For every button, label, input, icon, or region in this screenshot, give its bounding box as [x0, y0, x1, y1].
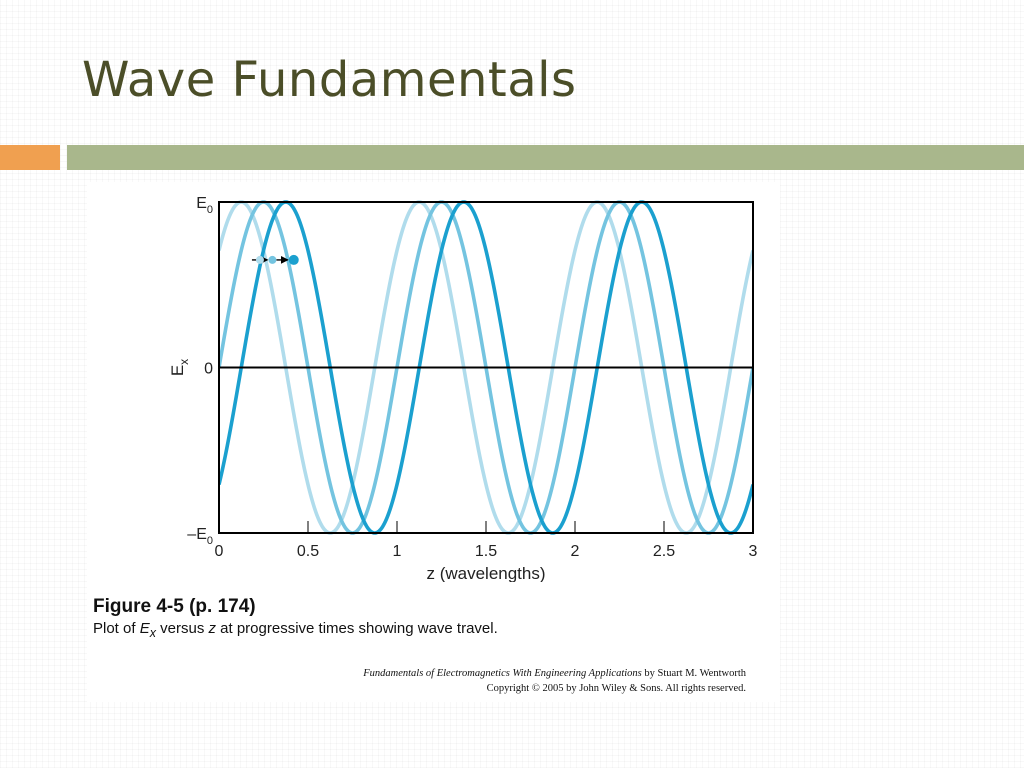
credit-author: by Stuart M. Wentworth [641, 668, 746, 679]
wave-series-1 [219, 200, 753, 535]
x-tick-label-0: 0 [215, 543, 224, 560]
accent-bar-orange [0, 145, 60, 170]
caption-e-sub: x [149, 626, 156, 640]
figure-panel: 0 0.5 1 1.5 2 2.5 3 E0 0 –E0 z (wavelengths) Ex Fig… [87, 182, 780, 702]
caption-e-symbol: E [139, 620, 150, 637]
wave-series-3 [219, 200, 753, 535]
travel-dot-1 [255, 255, 264, 264]
credit-book: Fundamentals of Electromagnetics With En… [363, 668, 642, 679]
y-tick-label-0: E0 [196, 195, 213, 216]
x-tick-label-6: 3 [749, 543, 758, 560]
x-tick-label-5: 2.5 [653, 543, 675, 560]
travel-dot-2 [268, 255, 277, 264]
caption-post: at progressive times showing wave travel… [215, 620, 498, 637]
y-tick-label-1: 0 [204, 361, 213, 378]
caption-pre: Plot of [93, 620, 140, 637]
travel-dot-3 [288, 254, 299, 265]
x-tick-label-2: 1 [393, 543, 402, 560]
y-tick-label-2: –E0 [187, 526, 213, 547]
y-axis-label: Ex [168, 359, 191, 376]
x-axis-label: z (wavelengths) [426, 564, 545, 582]
caption-z-symbol: z [208, 620, 216, 637]
caption-text: Plot of Ex versus z at progressive times… [93, 620, 498, 640]
x-tick-label-1: 0.5 [297, 543, 319, 560]
credit-copyright: Copyright © 2005 by John Wiley & Sons. A… [486, 683, 746, 694]
x-tick-label-3: 1.5 [475, 543, 497, 560]
slide-title: Wave Fundamentals [82, 52, 577, 108]
figure-caption: Figure 4-5 (p. 174) Plot of Ex versus z … [93, 596, 498, 640]
copyright-credit: Fundamentals of Electromagnetics With En… [363, 666, 746, 696]
caption-mid: versus [155, 620, 209, 637]
accent-bar-green [67, 145, 1024, 170]
x-tick-label-4: 2 [571, 543, 580, 560]
caption-title: Figure 4-5 (p. 174) [93, 596, 256, 617]
